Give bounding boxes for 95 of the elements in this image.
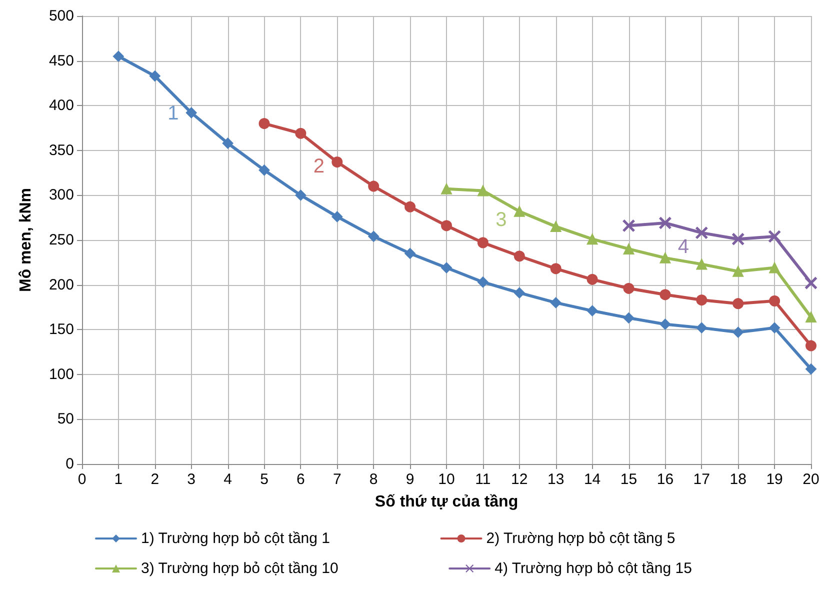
x-tick-label: 6 [296,471,305,488]
point [696,322,708,334]
point [623,243,634,254]
point [623,282,634,294]
y-tick-label: 0 [66,456,74,472]
x-tick-label: 16 [656,471,674,488]
y-tick-label: 300 [48,186,74,204]
point [659,216,672,229]
point [769,262,780,274]
x-tick-label: 0 [78,471,86,488]
y-tick-label: 500 [48,8,74,24]
y-tick-label: 250 [48,232,74,248]
x-tick-label: 12 [511,471,528,488]
annotation: 4 [678,236,689,258]
point [112,50,124,62]
point [550,221,562,232]
point [768,230,781,242]
point [441,183,452,194]
point [806,340,816,352]
y-tick-label: 350 [48,142,74,159]
point [222,138,234,149]
point [295,128,306,139]
point [696,258,708,270]
y-tick-label: 400 [48,97,74,114]
legend-label: 4) Trường hợp bỏ cột tầng 15 [494,560,692,577]
point [732,266,744,277]
x-tick-label: 17 [693,471,710,488]
legend-label: 3) Trường hợp bỏ cột tầng 10 [141,560,338,577]
annotation: 1 [168,102,179,124]
point [586,274,598,285]
point [258,118,270,130]
point [586,234,598,245]
point [441,262,452,274]
y-tick-label: 50 [57,410,74,428]
x-tick-label: 18 [730,471,746,488]
point [622,220,635,232]
point [332,211,343,222]
x-axis-title: Số thứ tự của tầng [374,494,518,510]
point [805,277,817,290]
x-tick-label: 13 [548,471,564,488]
x-tick-label: 9 [406,471,414,488]
point [332,156,343,168]
point [732,233,744,246]
point [623,312,634,324]
x-tick-label: 2 [150,471,160,488]
point [696,294,708,306]
x-tick-label: 10 [438,471,455,488]
y-tick-label: 200 [48,276,74,294]
point [550,297,562,308]
point [477,237,488,248]
point [660,289,671,300]
point [696,226,708,239]
point [806,312,816,323]
x-tick-label: 5 [260,471,268,488]
x-tick-label: 3 [187,471,196,488]
point [441,220,452,232]
point [514,250,525,262]
point [186,107,197,118]
point [477,185,488,196]
x-tick-label: 14 [584,471,601,488]
point [404,201,416,212]
point [550,263,562,274]
y-tick-label: 450 [48,52,74,70]
x-tick-label: 11 [475,471,491,488]
x-tick-label: 19 [766,471,783,488]
point [514,287,525,298]
point [149,70,160,82]
point [769,295,780,306]
x-tick-label: 4 [224,471,232,488]
y-tick-label: 100 [48,366,74,383]
x-tick-label: 1 [114,471,123,488]
point [295,190,306,201]
y-axis-title: Mô men, kNm [18,188,34,292]
legend-label: 1) Trường hợp bỏ cột tầng 1 [141,530,330,547]
point [368,230,380,242]
point [806,364,816,375]
point [732,326,744,338]
point [660,252,671,264]
y-tick-label: 150 [48,321,74,338]
point [514,206,525,217]
x-tick-label: 20 [802,471,820,488]
x-tick-label: 8 [369,471,378,488]
x-tick-label: 15 [620,471,638,488]
point [732,298,744,310]
point [258,164,270,176]
point [404,248,416,259]
x-tick-label: 7 [332,471,342,488]
annotation: 3 [496,209,507,232]
point [660,318,671,330]
annotation: 2 [313,156,324,178]
legend-label: 2) Trường hợp bỏ cột tầng 5 [486,530,676,547]
point [477,276,488,288]
point [368,180,380,192]
point [586,305,598,316]
point [769,322,780,334]
